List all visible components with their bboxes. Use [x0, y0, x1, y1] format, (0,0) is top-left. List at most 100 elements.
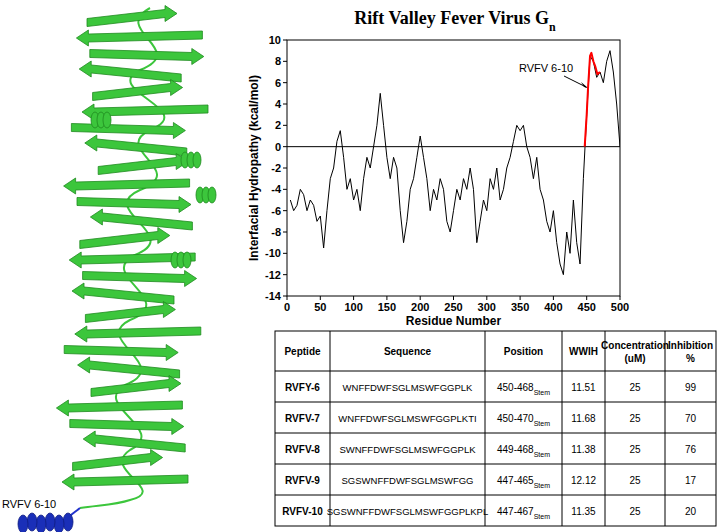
cell-text: 447-465	[497, 475, 534, 486]
x-tick	[420, 296, 421, 300]
y-tick	[283, 253, 287, 254]
table-cell: SWNFFDWFSGLMSWFGGPLK	[339, 444, 476, 455]
beta-strand	[78, 357, 180, 378]
table-cell: 450-468Stem	[497, 382, 550, 396]
table-cell: 12.12	[571, 475, 596, 486]
x-axis-label: Residue Number	[406, 314, 502, 328]
y-tick-label: -6	[271, 205, 281, 217]
structure-label: RVFV 6-10	[2, 498, 56, 510]
stem-helix	[63, 513, 73, 531]
plot-area	[287, 51, 620, 275]
y-tick-label: -14	[265, 290, 282, 302]
x-tick	[486, 296, 487, 300]
y-tick-label: -2	[271, 162, 281, 174]
y-tick-label: -10	[265, 247, 281, 259]
y-tick	[283, 82, 287, 83]
table-cell: RVFV-8	[285, 444, 320, 455]
y-tick-label: 6	[275, 77, 281, 89]
beta-strand	[71, 123, 185, 139]
y-tick-label: 8	[275, 55, 281, 67]
y-tick-label: -12	[265, 269, 281, 281]
x-tick-label: 300	[478, 301, 496, 313]
y-tick	[283, 189, 287, 190]
x-tick-label: 200	[411, 301, 429, 313]
y-tick	[283, 146, 287, 147]
beta-strand	[85, 135, 187, 156]
helix-turn	[208, 187, 216, 203]
x-tick	[520, 296, 521, 300]
beta-strand	[70, 419, 184, 435]
table-cell: 25	[629, 413, 641, 424]
table-cell: 17	[685, 475, 697, 486]
table-cell: 450-470Stem	[497, 413, 550, 427]
table-header: Concentration	[601, 340, 669, 351]
table-cell: 11.51	[571, 382, 596, 393]
beta-strand	[64, 178, 190, 194]
beta-strand	[73, 450, 163, 471]
table-cell: 447-467Stem	[497, 506, 550, 520]
y-tick-label: -4	[271, 183, 282, 195]
beta-strand	[64, 345, 178, 361]
stem-helix	[36, 515, 46, 532]
x-tick-label: 250	[444, 301, 462, 313]
table-cell: 25	[629, 506, 641, 517]
reference-line	[287, 146, 620, 147]
beta-strand	[62, 474, 188, 490]
table-cell: 25	[629, 444, 641, 455]
table-col-line	[330, 331, 331, 526]
beta-strand	[80, 228, 170, 249]
stem-helix	[54, 515, 64, 532]
annotation-text: RVFV 6-10	[519, 62, 573, 74]
title-sub: n	[549, 20, 556, 34]
beta-strand	[77, 197, 191, 213]
y-tick	[283, 61, 287, 62]
table-cell: 447-465Stem	[497, 475, 550, 489]
table-cell: 70	[685, 413, 697, 424]
beta-strand	[90, 209, 192, 230]
x-tick-label: 400	[544, 301, 562, 313]
y-tick	[283, 210, 287, 211]
table-header: WWIH	[569, 346, 598, 357]
x-tick-label: 350	[511, 301, 529, 313]
figure: RVFV 6-10 Rift Valley Fever Virus Gn -14 -1…	[0, 0, 726, 532]
x-tick	[586, 296, 587, 300]
stem-helix	[27, 513, 37, 531]
table-cell: 20	[685, 506, 697, 517]
x-tick	[453, 296, 454, 300]
beta-strand	[83, 431, 185, 452]
table-cell: RVFV-10	[282, 506, 323, 517]
table-header: (uM)	[624, 353, 645, 364]
table-cell: 449-468Stem	[497, 444, 550, 458]
x-tick-label: 150	[378, 301, 396, 313]
table-col-line	[665, 331, 666, 526]
table-header: Inhibition	[668, 340, 713, 351]
table-cell: RVFV-9	[285, 475, 320, 486]
series-line	[585, 53, 600, 147]
beta-strand	[98, 154, 188, 175]
series-line	[290, 51, 620, 275]
y-tick-label: 4	[275, 98, 282, 110]
table-row-line	[275, 371, 716, 372]
helix-turn	[193, 152, 201, 168]
table-border	[275, 331, 716, 526]
y-tick-label: -8	[271, 226, 281, 238]
y-tick	[283, 274, 287, 275]
table-header: Peptide	[284, 346, 321, 357]
x-tick-label: 0	[284, 301, 290, 313]
x-tick-label: 500	[611, 301, 629, 313]
y-axis-label: Interfacial Hydropathy (kcal/mol)	[247, 75, 261, 261]
beta-strand	[93, 80, 183, 101]
y-tick	[283, 168, 287, 169]
beta-strand	[91, 376, 181, 397]
cell-sub: Stem	[534, 512, 551, 519]
table-cell: SGSWNFFDWFSGLMSWFGGPLKPL	[327, 506, 489, 517]
y-tick-label: 10	[269, 34, 281, 46]
y-tick	[283, 296, 287, 297]
stem-helix	[45, 513, 55, 531]
title-main: Rift Valley Fever Virus G	[354, 8, 549, 28]
y-tick	[283, 125, 287, 126]
table-cell: 11.68	[571, 413, 596, 424]
beta-strand	[72, 283, 174, 304]
protein-structure	[18, 6, 216, 532]
beta-strand	[56, 400, 182, 416]
